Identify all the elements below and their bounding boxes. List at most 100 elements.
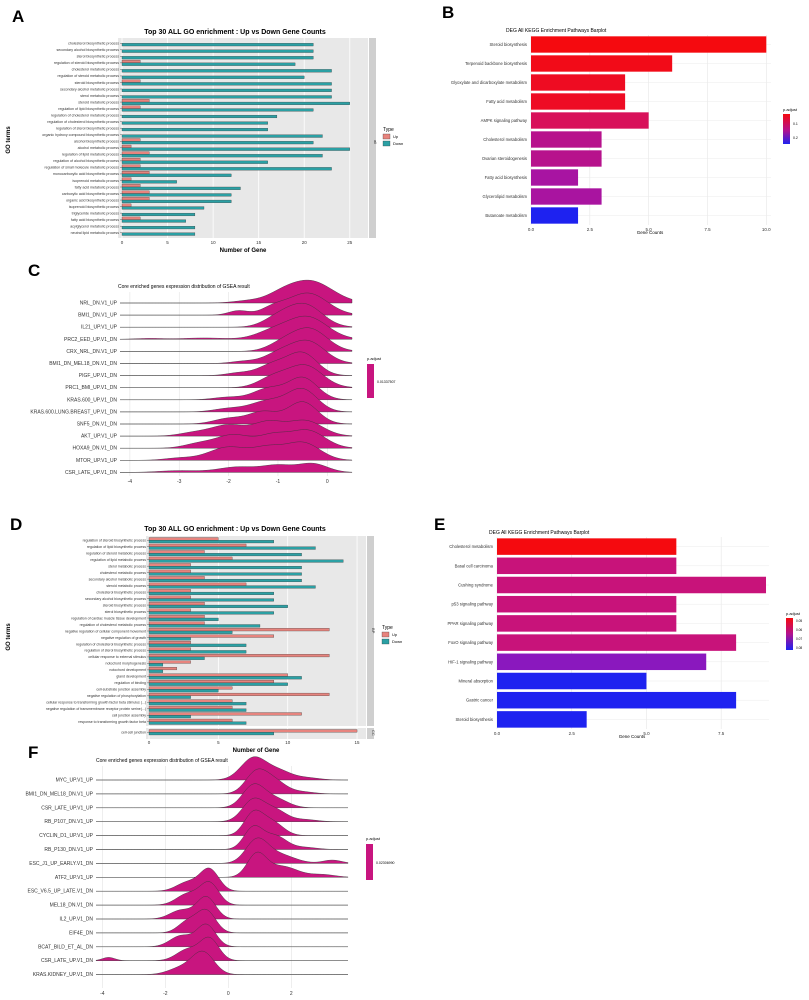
a-bar-down [121,82,332,86]
a-bar-down [121,167,332,171]
d-xtick-label: 15 [355,740,361,745]
d-category-label: regulation of cholesterol metabolic proc… [80,623,147,627]
f-category-label: KRAS.KIDNEY_UP.V1_DN [33,972,94,978]
panel-label-c: C [28,261,40,280]
panel-d-legend-down: Down [392,639,402,644]
panel-d: Top 30 ALL GO enrichment : Up vs Down Ge… [6,526,402,754]
b-xtick-label: 7.5 [704,227,711,232]
d-bar-up [148,667,177,671]
d-xtick-label: 10 [285,740,291,745]
f-category-label: ESC_J1_UP_EARLY.V1_DN [29,861,93,867]
d-bar-up [148,569,191,573]
d-bar-up [148,563,191,567]
e-bar [497,711,587,728]
a-category-label: regulation of alcohol biosynthetic proce… [53,159,119,163]
d-bar-down [148,689,219,693]
d-bar-up [148,576,205,580]
panel-e-legend-tick-3: 0.08 [796,646,802,650]
panel-d-legend-down-key [381,638,390,645]
panel-d-legend-up-key [381,631,390,638]
c-xtick-label: -3 [177,479,182,485]
d-category-label: secondary alcohol metabolic process [89,577,147,581]
b-category-label: Butanoate metabolism [485,213,527,218]
b-category-label: Fatty acid metabolism [486,99,527,104]
d-category-label: notochord development [109,668,146,672]
d-category-label: steroid metabolic process [106,584,146,588]
panel-c-legend-value: 0.01337507 [377,380,396,384]
e-xtick-label: 7.5 [718,731,725,736]
e-category-label: Gastric cancer [466,698,494,703]
d-bar-up [148,628,330,632]
a-bar-down [121,101,350,105]
a-bar-down [121,226,196,230]
d-bar-up [148,621,205,625]
panel-c-legend-title: p.adjust [367,356,382,361]
d-category-label: secondary alcohol biosynthetic process [85,597,146,601]
a-bar-up [121,105,141,109]
a-xtick-label: 25 [347,240,353,245]
b-xtick-label: 10.0 [762,227,771,232]
panel-e-legend-tick-1: 0.06 [796,628,802,632]
e-xtick-label: 0.0 [494,731,501,736]
panel-e-legend-colorbar [786,618,793,650]
e-category-label: Cholesterol metabolism [449,544,493,549]
f-xtick-label: -4 [100,991,105,997]
a-bar-up [121,216,141,220]
d-category-label: sterol metabolic process [108,564,146,568]
d-bar-down [148,540,274,544]
d-bar-up [148,660,191,664]
d-category-label: negative regulation of phosphorylation [87,694,146,698]
a-category-label: regulation of steroid metabolic process [57,74,119,78]
d-category-label: regulation of steroid metabolic process [86,552,146,556]
d-category-label: negative regulation of growth [101,636,146,640]
panel-e-xlabel: Gene Counts [619,734,646,739]
d-bar-down [148,572,302,576]
c-ridge [119,462,353,473]
a-category-label: regulation of small molecule metabolic p… [44,166,119,170]
d-bar-down [148,663,164,667]
a-bar-up [121,184,141,188]
a-bar-up [121,203,132,207]
panel-b: DEG All KEGG Enrichment Pathways Barplot… [451,28,798,235]
d-category-label: cell-cell junction [121,731,146,735]
e-category-label: HIF-1 signaling pathway [448,659,494,664]
e-bar [497,576,767,594]
e-category-label: FoxO signaling pathway [448,640,494,645]
panel-d-facet-label-cc: CC [371,730,376,736]
a-bar-up [121,79,141,83]
d-bar-up [148,537,219,541]
d-bar-down [148,553,302,557]
c-category-label: CRX_NRL_DN.V1_UP [66,349,117,355]
panel-a-xlabel: Number of Gene [220,248,267,254]
a-category-label: isoprenoid metabolic process [72,179,119,183]
b-bar [531,150,602,167]
d-bar-up [148,673,288,677]
c-category-label: KRAS.600.LUNG.BREAST_UP.V1_DN [30,409,117,415]
d-bar-up [148,641,191,645]
d-bar-down [148,566,302,570]
b-category-label: Terpenoid backbone biosynthesis [465,61,527,66]
panel-f-legend-value: 0.02306990 [376,861,395,865]
a-bar-up [121,138,141,142]
b-category-label: Glyoxylate and dicarboxylate metabolism [451,80,528,85]
a-category-label: alcohol biosynthetic process [74,140,119,144]
a-bar-down [121,186,241,190]
d-bar-down [148,715,191,719]
a-category-label: cholesterol biosynthetic process [68,42,119,46]
f-ridge [96,851,349,878]
a-bar-down [121,199,232,203]
panel-a-legend-down-key [382,140,391,147]
panel-a-legend-up-key [382,133,391,140]
c-category-label: PRC1_BMI_UP.V1_DN [65,385,117,391]
f-ridge [96,867,348,892]
d-bar-down [148,578,302,583]
d-category-label: regulation of steroid biosynthetic proce… [83,539,147,543]
d-category-label: regulation of lipid metabolic process [90,558,146,562]
b-category-label: Steroid biosynthesis [490,42,527,47]
d-bar-up [148,615,205,619]
panel-d-facet-label-bp: BP [371,628,376,634]
d-bar-up [148,692,330,696]
f-xtick-label: 2 [290,991,293,997]
d-bar-down [148,630,233,634]
b-bar [531,36,767,53]
